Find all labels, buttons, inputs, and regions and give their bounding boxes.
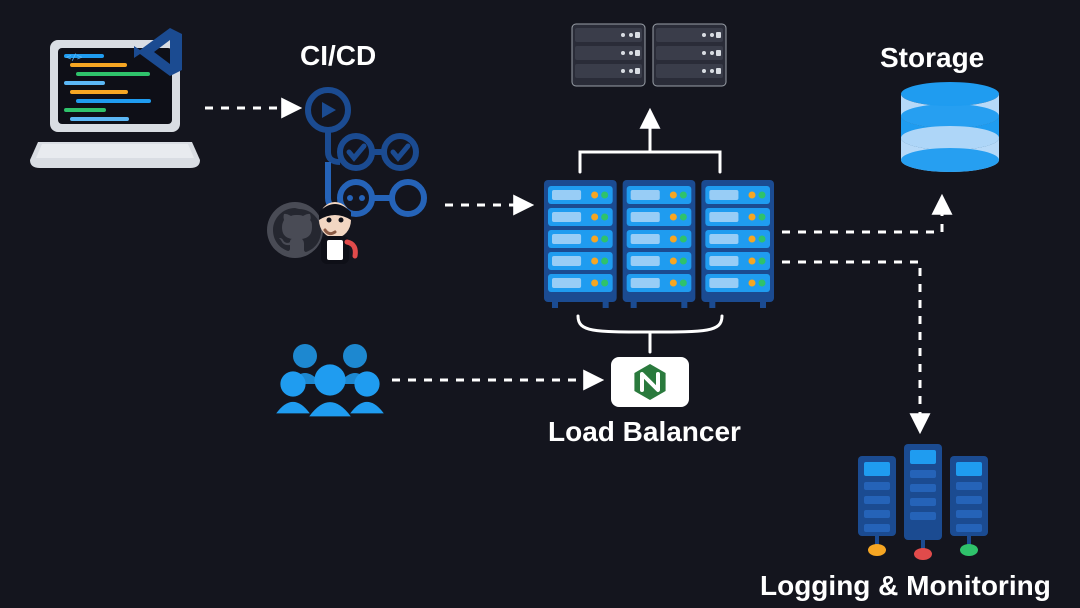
cache-cluster <box>568 22 728 114</box>
storage-db-icon <box>895 76 1005 186</box>
storage-label: Storage <box>880 42 984 74</box>
diagram-canvas: </> CI/CD Storage Load Balancer Logging & Mo… <box>0 0 1080 608</box>
logging-stack-icon <box>848 440 998 580</box>
server-cluster <box>540 178 780 328</box>
jenkins-icon <box>305 200 365 270</box>
svg-text:</>: </> <box>66 53 83 63</box>
connector-servers-to-cache <box>580 112 720 172</box>
logging-label: Logging & Monitoring <box>760 570 1051 602</box>
cicd-label: CI/CD <box>300 40 376 72</box>
load_balancer-label: Load Balancer <box>548 416 741 448</box>
arrow-servers-to-storage <box>782 198 942 232</box>
nginx-icon <box>610 356 690 408</box>
vscode-icon <box>130 24 186 80</box>
arrow-servers-to-logging <box>782 262 920 430</box>
users-icon <box>275 330 385 430</box>
